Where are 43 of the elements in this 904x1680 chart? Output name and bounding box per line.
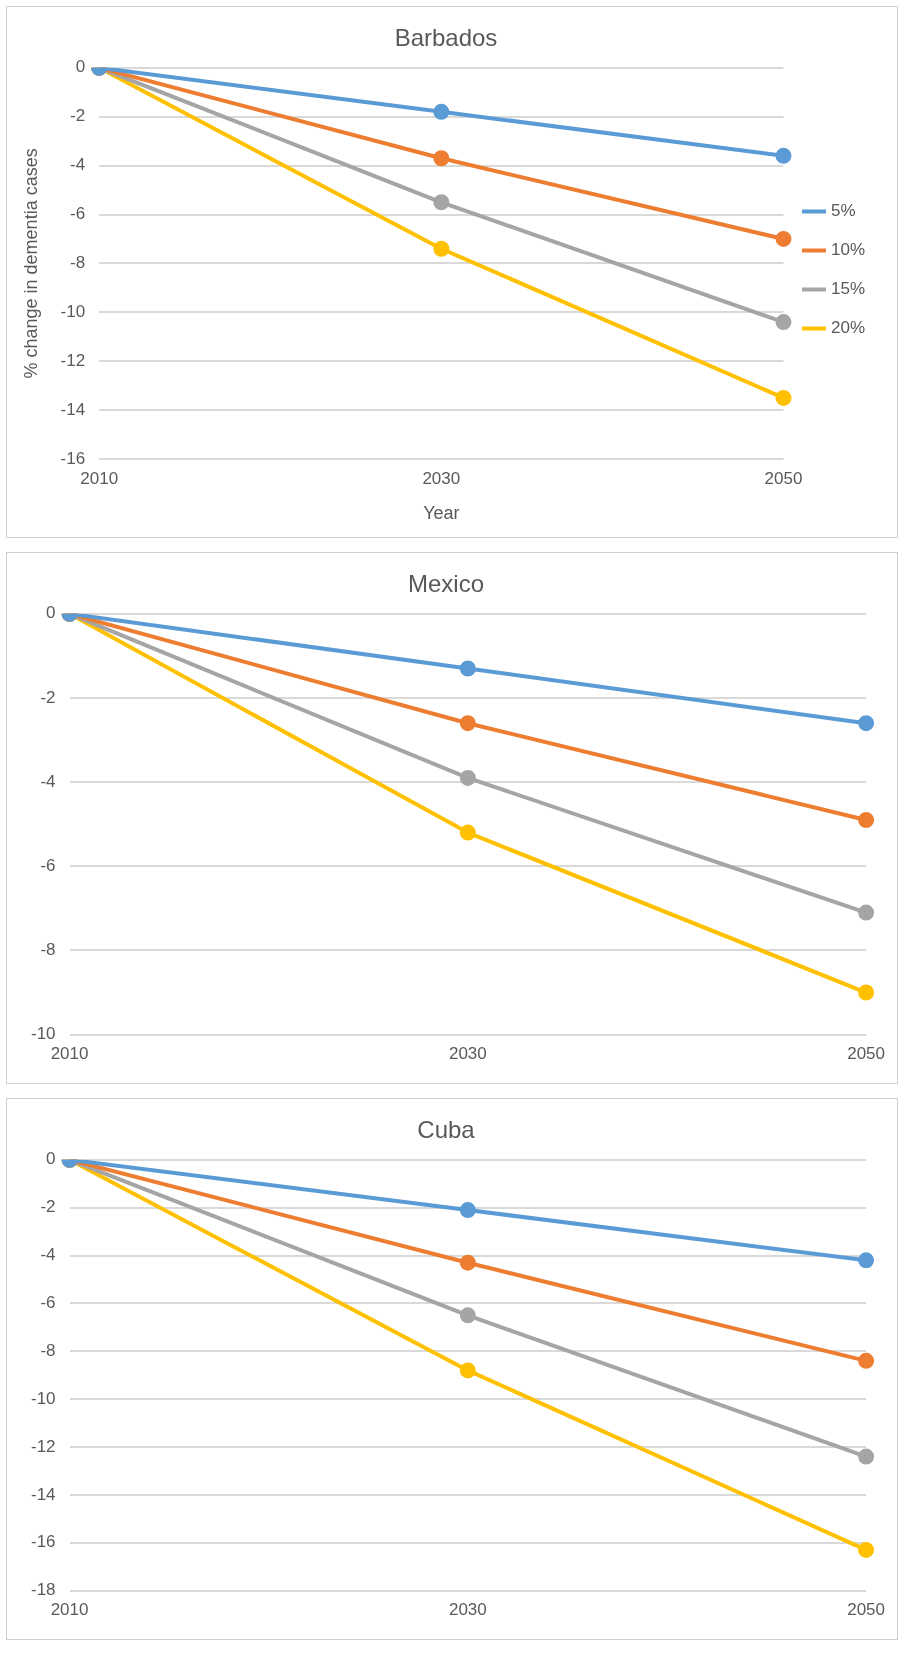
- x-tick-label: 2030: [448, 1600, 487, 1620]
- x-tick-label: 2030: [448, 1044, 487, 1064]
- x-tick-label: 2050: [764, 468, 803, 488]
- legend-label: 20%: [830, 318, 866, 338]
- chart-title: Mexico: [407, 570, 485, 598]
- y-tick-label: -16: [30, 1532, 56, 1552]
- y-tick-label: -10: [30, 1388, 56, 1408]
- y-tick-label: -14: [30, 1484, 56, 1504]
- y-tick-label: 0: [46, 603, 56, 623]
- legend-label: 15%: [830, 279, 866, 299]
- x-tick-label: 2050: [847, 1600, 885, 1620]
- legend-label: 10%: [830, 240, 866, 260]
- chart-title: Cuba: [417, 1116, 476, 1144]
- y-tick-label: -8: [40, 940, 56, 960]
- y-tick-label: -10: [30, 1024, 56, 1044]
- y-tick-label: -12: [30, 1436, 56, 1456]
- y-axis-title: % change in dementia cases: [20, 148, 41, 379]
- y-tick-label: -14: [60, 399, 86, 419]
- y-tick-label: -4: [40, 1245, 56, 1265]
- y-tick-label: -12: [60, 350, 86, 370]
- y-tick-label: -4: [40, 771, 56, 791]
- x-tick-label: 2010: [50, 1600, 89, 1620]
- chart-title: Barbados: [394, 24, 498, 52]
- y-tick-label: -10: [60, 301, 86, 321]
- x-tick-label: 2010: [50, 1044, 89, 1064]
- y-tick-label: -8: [70, 253, 86, 273]
- x-tick-label: 2030: [422, 468, 461, 488]
- y-tick-label: -6: [40, 1293, 56, 1313]
- y-tick-label: -6: [40, 855, 56, 875]
- y-tick-label: -8: [40, 1340, 56, 1360]
- y-tick-label: -6: [70, 204, 86, 224]
- x-tick-label: 2010: [80, 468, 119, 488]
- y-tick-label: 0: [46, 1149, 56, 1169]
- x-tick-label: 2050: [847, 1044, 885, 1064]
- legend-label: 5%: [830, 201, 856, 221]
- y-tick-label: -2: [40, 1197, 56, 1217]
- y-tick-label: -2: [40, 687, 56, 707]
- y-tick-label: -2: [70, 106, 86, 126]
- y-tick-label: -16: [60, 448, 86, 468]
- y-tick-label: 0: [75, 57, 86, 77]
- x-axis-title: Year: [423, 503, 460, 524]
- y-tick-label: -4: [70, 155, 86, 175]
- y-tick-label: -18: [30, 1580, 56, 1600]
